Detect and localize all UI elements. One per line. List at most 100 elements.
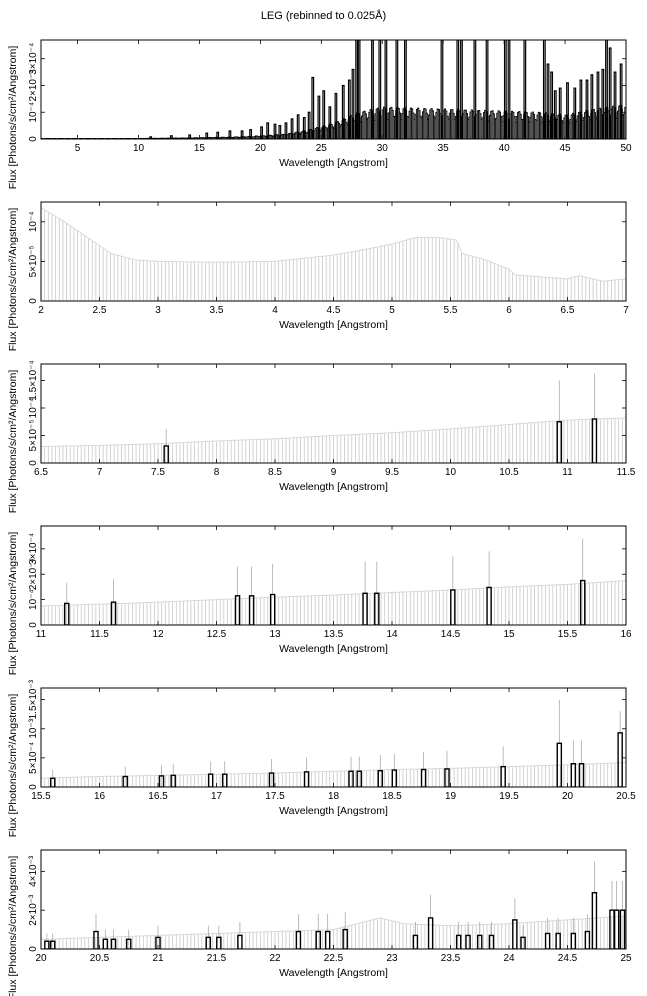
x-tick-label: 35 — [438, 143, 450, 154]
x-tick-label: 9 — [331, 467, 337, 478]
x-axis-label: Wavelength [Angstrom] — [279, 157, 388, 169]
y-tick-label: 0 — [28, 946, 39, 952]
line-bin — [284, 122, 288, 139]
line-bin — [122, 775, 128, 787]
line-bin — [613, 71, 617, 139]
x-tick-label: 25 — [316, 143, 328, 154]
y-axis-label: Flux [Photons/s/cm²/Angstrom] — [7, 694, 19, 838]
x-tick-label: 7 — [623, 305, 629, 316]
x-tick-label: 18 — [328, 791, 340, 802]
x-tick-label: 20 — [255, 143, 267, 154]
line-bin — [404, 40, 407, 139]
line-bin — [609, 909, 615, 949]
x-tick-label: 22 — [269, 953, 281, 964]
line-bin — [596, 71, 600, 139]
line-bin — [485, 40, 489, 139]
y-tick-label: 0 — [28, 622, 39, 628]
line-bin — [591, 418, 598, 463]
line-bin — [584, 930, 591, 949]
line-bin — [163, 445, 169, 463]
line-bin — [617, 732, 623, 787]
line-bin — [351, 68, 355, 139]
line-bin — [296, 114, 300, 139]
line-bin — [460, 40, 463, 139]
plot-area — [41, 538, 626, 625]
line-bin — [450, 589, 456, 625]
line-bin — [440, 40, 444, 139]
y-tick-label: 1.5×10⁻⁴ — [28, 360, 39, 400]
line-bin — [342, 928, 348, 949]
x-tick-label: 8 — [214, 467, 220, 478]
upper-limit-envelope — [41, 762, 626, 779]
line-bin — [362, 592, 368, 625]
line-bin — [303, 771, 310, 787]
line-bin — [377, 769, 384, 787]
x-tick-label: 23 — [386, 953, 398, 964]
plot-area — [41, 861, 626, 949]
x-tick-label: 20.5 — [616, 791, 636, 802]
y-tick-label: 5×10⁻⁵ — [28, 245, 39, 277]
line-bin — [44, 940, 50, 949]
line-bin — [613, 909, 620, 949]
line-bin — [420, 768, 427, 787]
x-tick-label: 16 — [620, 629, 632, 640]
x-tick-label: 3.5 — [210, 305, 224, 316]
plot-area — [41, 373, 626, 463]
line-bin — [355, 40, 359, 139]
x-tick-label: 25 — [620, 953, 632, 964]
line-bin — [324, 930, 331, 949]
line-bin — [391, 769, 398, 787]
x-tick-label: 4.5 — [327, 305, 341, 316]
line-bin — [311, 76, 315, 139]
x-tick-label: 14 — [386, 629, 398, 640]
x-tick-label: 11 — [562, 467, 573, 478]
line-bin — [216, 936, 222, 949]
y-tick-label: 0 — [28, 784, 39, 790]
x-tick-label: 19.5 — [499, 791, 519, 802]
line-bin — [371, 40, 374, 139]
line-bin — [590, 74, 594, 139]
line-bin — [221, 773, 228, 787]
line-bin — [500, 765, 506, 787]
y-tick-label: 0 — [28, 136, 39, 142]
line-bin — [523, 40, 527, 139]
y-tick-label: 0 — [28, 460, 39, 466]
x-tick-label: 3 — [155, 305, 161, 316]
spectrum-panel-3: 6.5 7 7.5 8 8.5 9 9.5 10 10.5 11 11.5 0 5×10⁻⁵10⁻⁴1.… — [7, 360, 636, 513]
line-bin — [216, 131, 220, 139]
x-tick-label: 10.5 — [499, 467, 519, 478]
x-tick-label: 16 — [94, 791, 106, 802]
line-bin — [384, 40, 388, 139]
x-tick-label: 5 — [389, 305, 395, 316]
x-axis-label: Wavelength [Angstrom] — [279, 319, 388, 331]
line-bin — [93, 930, 99, 949]
y-tick-label: 3×10⁻⁴ — [28, 43, 39, 75]
x-tick-label: 16.5 — [148, 791, 168, 802]
line-bin — [456, 40, 460, 139]
y-tick-label: 10⁻⁴ — [28, 211, 39, 232]
y-tick-label: 0 — [28, 298, 39, 304]
x-tick-label: 6 — [506, 305, 512, 316]
y-tick-label: 5×10⁻⁴ — [28, 742, 39, 774]
x-tick-label: 21.5 — [207, 953, 227, 964]
line-bin — [207, 773, 214, 787]
line-bin — [566, 82, 569, 139]
line-bin — [608, 47, 612, 139]
line-bin — [126, 938, 132, 949]
x-tick-label: 17 — [211, 791, 223, 802]
spectrum-panel-4: 11 11.5 12 12.5 13 13.5 14 14.5 15 15.5 16 0 10⁻⁴2×1… — [7, 525, 632, 675]
line-bin — [268, 772, 275, 787]
x-tick-label: 11 — [36, 629, 47, 640]
line-bin — [573, 87, 577, 139]
x-tick-label: 15 — [503, 629, 515, 640]
y-axis-label: Flux [Photons/s/cm²/Angstrom] — [7, 532, 19, 676]
line-bin — [110, 601, 117, 625]
line-bin — [578, 763, 585, 787]
x-tick-label: 18.5 — [382, 791, 402, 802]
x-tick-label: 7 — [97, 467, 103, 478]
line-bin — [427, 917, 434, 949]
x-tick-label: 6.5 — [34, 467, 48, 478]
x-tick-label: 13 — [269, 629, 281, 640]
line-bin — [444, 768, 450, 787]
x-axis-label: Wavelength [Angstrom] — [279, 643, 388, 655]
